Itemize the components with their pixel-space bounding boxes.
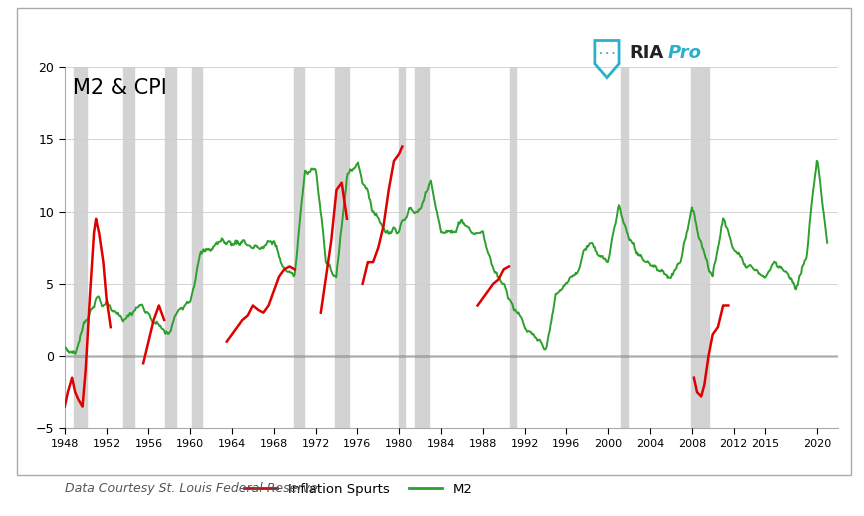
Bar [124, 67, 134, 428]
Bar [415, 67, 429, 428]
Legend: Inflation Spurts, M2: Inflation Spurts, M2 [239, 478, 478, 501]
Text: M2 & CPI: M2 & CPI [73, 78, 166, 98]
Text: Pro: Pro [668, 44, 702, 62]
Bar [620, 67, 628, 428]
Bar [335, 67, 349, 428]
Bar [294, 67, 304, 428]
Text: RIA: RIA [629, 44, 664, 62]
Bar [165, 67, 175, 428]
Text: • • •: • • • [599, 52, 615, 57]
Bar [74, 67, 86, 428]
Bar [510, 67, 516, 428]
Bar [193, 67, 201, 428]
Bar [690, 67, 708, 428]
Bar [399, 67, 405, 428]
Text: Data Courtesy St. Louis Federal Reserve: Data Courtesy St. Louis Federal Reserve [65, 482, 317, 495]
